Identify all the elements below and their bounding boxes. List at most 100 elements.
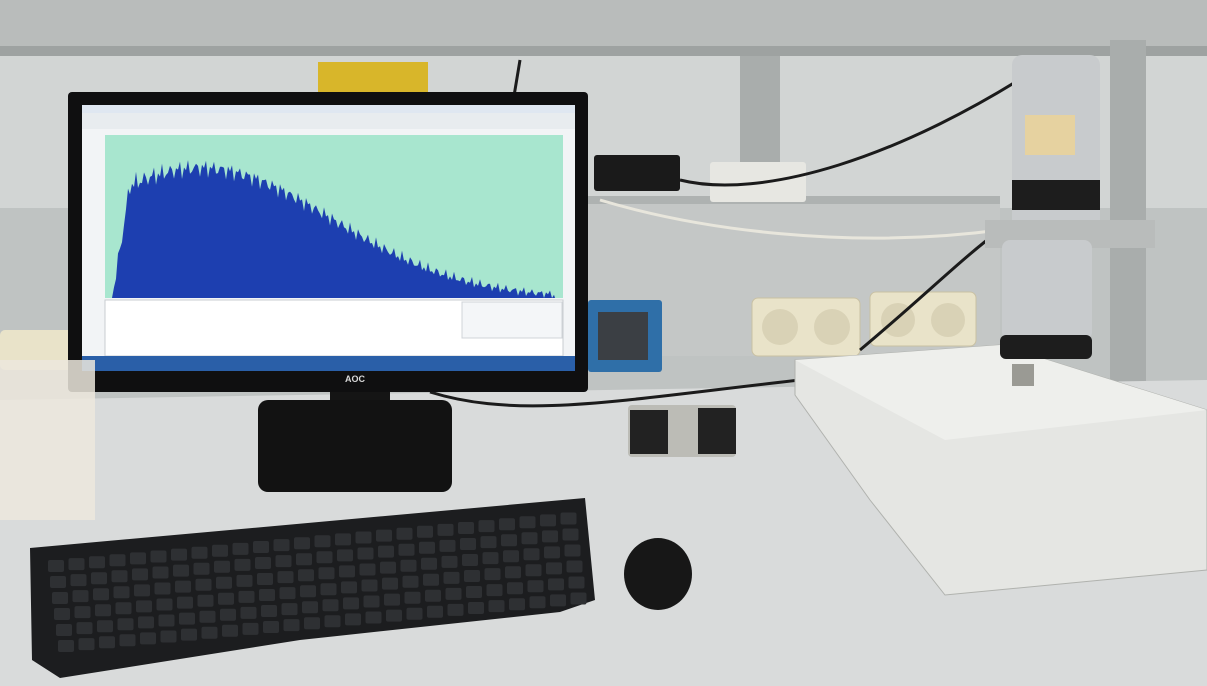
key [261,605,277,617]
key [294,537,310,550]
key [93,588,109,601]
key [568,576,585,589]
key [544,546,560,559]
white-cable [599,198,1001,240]
key [275,555,292,568]
key [503,550,519,563]
key [423,573,439,586]
menu-bar [82,105,575,113]
key [542,530,558,543]
key [419,541,435,554]
key [238,590,255,603]
key [54,608,70,620]
key [132,568,148,581]
key [437,523,454,536]
key [345,613,361,626]
key [279,587,296,600]
key [462,554,478,566]
interface-end [630,410,668,454]
key [304,617,320,630]
key [115,602,132,615]
key [220,608,236,621]
key [56,624,72,636]
key [519,516,536,529]
key [140,632,156,645]
key [78,638,95,651]
key [484,568,501,581]
key [548,578,564,591]
key [357,547,374,560]
key [386,609,402,622]
key [50,576,66,588]
key [113,586,130,599]
key [171,548,187,561]
key [214,560,230,573]
key [152,566,169,579]
key [201,626,218,639]
key [468,602,484,614]
key [478,520,495,533]
detector [985,55,1155,386]
key [89,556,105,569]
key [259,589,275,601]
key [527,580,544,593]
key [458,522,474,534]
upper-shelf [0,0,1207,52]
shelf-edge [0,46,1207,56]
key [482,552,499,565]
key [376,529,392,542]
interface-end [698,408,736,454]
key [499,518,515,531]
key [263,621,279,633]
key [425,589,441,602]
key [48,560,64,572]
key [318,567,335,580]
key [421,557,437,570]
keys [48,512,587,652]
key [550,594,566,607]
key [119,634,136,647]
key [300,585,316,598]
mini-plot [461,301,563,339]
key [255,557,271,569]
key [509,598,525,611]
key [464,570,480,582]
key [52,592,68,604]
key [191,546,208,559]
key [236,574,253,587]
key [302,601,318,614]
key [337,549,353,562]
power-adapter [594,155,680,191]
key [314,535,331,548]
key [177,596,193,609]
key [97,620,113,633]
key [488,600,505,613]
key [384,593,400,606]
key [355,531,372,544]
key [466,586,482,598]
key [441,555,458,568]
key [58,640,74,652]
key [199,610,216,623]
key [173,564,189,577]
key [134,584,150,597]
yellow-box [318,62,428,92]
key [396,527,413,540]
key [529,596,546,609]
key [341,581,357,594]
key [216,576,232,589]
key [193,562,210,575]
key [212,544,228,557]
stand-top [795,345,1207,440]
key [195,578,212,591]
key [281,603,298,616]
key [95,604,111,617]
key [361,579,378,592]
key [150,550,167,563]
key [322,599,339,612]
key [406,607,423,620]
key [546,562,562,575]
key [70,574,87,587]
